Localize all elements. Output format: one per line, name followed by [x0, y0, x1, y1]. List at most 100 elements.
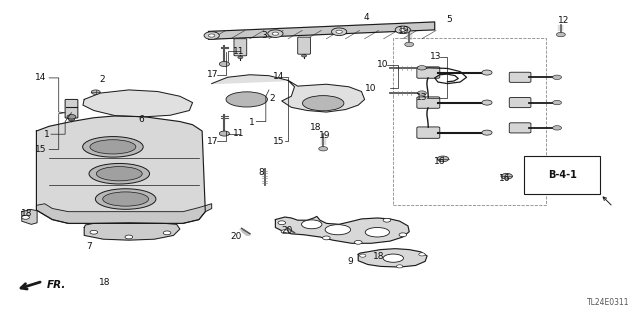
Text: 18: 18 [21, 209, 33, 219]
Text: 17: 17 [207, 137, 219, 146]
FancyBboxPatch shape [509, 72, 531, 82]
Circle shape [396, 265, 403, 268]
Text: 10: 10 [377, 60, 388, 69]
Polygon shape [209, 22, 435, 39]
Ellipse shape [97, 167, 142, 181]
Ellipse shape [83, 137, 143, 157]
Circle shape [92, 90, 100, 94]
Circle shape [399, 28, 406, 32]
Text: 16: 16 [434, 157, 445, 166]
Circle shape [501, 174, 513, 179]
Bar [524, 156, 600, 194]
Circle shape [404, 42, 413, 47]
Polygon shape [83, 90, 193, 117]
Circle shape [355, 241, 362, 244]
Circle shape [22, 215, 29, 219]
Text: 1: 1 [44, 130, 50, 139]
Text: FR.: FR. [47, 280, 67, 290]
Circle shape [67, 115, 76, 119]
Text: 19: 19 [319, 131, 331, 140]
FancyBboxPatch shape [417, 127, 440, 138]
Ellipse shape [102, 192, 148, 206]
Text: 18: 18 [310, 123, 322, 132]
Text: 15: 15 [273, 137, 284, 146]
Circle shape [332, 28, 347, 35]
FancyBboxPatch shape [298, 37, 310, 54]
Circle shape [437, 156, 449, 162]
Circle shape [482, 70, 492, 75]
Circle shape [336, 30, 342, 33]
Circle shape [209, 34, 215, 37]
Circle shape [220, 62, 230, 67]
Circle shape [399, 233, 406, 237]
Text: 15: 15 [35, 145, 47, 154]
Polygon shape [84, 223, 180, 240]
Ellipse shape [226, 92, 268, 107]
Text: 18: 18 [99, 278, 110, 287]
Circle shape [419, 253, 425, 256]
Circle shape [482, 130, 492, 135]
Circle shape [395, 26, 410, 33]
Polygon shape [36, 204, 212, 223]
Circle shape [323, 236, 330, 240]
Text: 8: 8 [259, 168, 264, 177]
Circle shape [281, 230, 289, 234]
Text: 12: 12 [557, 16, 569, 25]
Text: 2: 2 [269, 94, 275, 103]
Ellipse shape [383, 254, 403, 262]
Circle shape [238, 56, 243, 59]
Circle shape [220, 131, 230, 136]
Circle shape [319, 146, 328, 151]
Circle shape [278, 221, 285, 225]
Text: 3: 3 [262, 31, 268, 40]
Text: 4: 4 [364, 13, 369, 22]
Ellipse shape [301, 220, 322, 229]
Polygon shape [212, 75, 365, 112]
Text: 7: 7 [86, 242, 92, 251]
Circle shape [552, 75, 561, 79]
Ellipse shape [303, 96, 344, 111]
Bar [394, 38, 546, 205]
Circle shape [417, 91, 426, 95]
Circle shape [552, 100, 561, 105]
Circle shape [383, 218, 391, 222]
Text: 13: 13 [416, 93, 428, 102]
Circle shape [163, 231, 171, 235]
Text: 5: 5 [447, 15, 452, 24]
Text: TL24E0311: TL24E0311 [586, 299, 629, 308]
Circle shape [125, 235, 132, 239]
Text: 16: 16 [499, 174, 511, 183]
Circle shape [204, 32, 220, 39]
Text: 11: 11 [233, 47, 244, 56]
Circle shape [90, 230, 98, 234]
Circle shape [272, 32, 278, 35]
Text: 13: 13 [430, 52, 442, 61]
FancyBboxPatch shape [417, 97, 440, 108]
Polygon shape [36, 116, 205, 223]
Text: 11: 11 [233, 129, 244, 138]
Text: 1: 1 [249, 118, 255, 127]
Circle shape [482, 100, 492, 105]
Text: 17: 17 [207, 70, 219, 79]
Text: 2: 2 [99, 75, 105, 84]
Text: 9: 9 [348, 257, 353, 266]
Text: 14: 14 [273, 72, 284, 81]
Circle shape [301, 55, 307, 57]
Circle shape [552, 126, 561, 130]
Text: 19: 19 [398, 26, 410, 35]
Text: 18: 18 [373, 252, 385, 261]
Circle shape [68, 118, 75, 121]
Text: 10: 10 [365, 84, 377, 93]
Circle shape [268, 30, 283, 37]
Polygon shape [275, 216, 409, 243]
Polygon shape [358, 249, 427, 267]
Polygon shape [22, 210, 37, 224]
FancyBboxPatch shape [234, 39, 246, 56]
Text: 6: 6 [139, 115, 145, 123]
FancyBboxPatch shape [509, 123, 531, 133]
Text: 20: 20 [281, 226, 292, 235]
FancyBboxPatch shape [509, 98, 531, 108]
Text: 20: 20 [230, 232, 241, 241]
Ellipse shape [365, 227, 390, 237]
FancyBboxPatch shape [417, 67, 440, 78]
